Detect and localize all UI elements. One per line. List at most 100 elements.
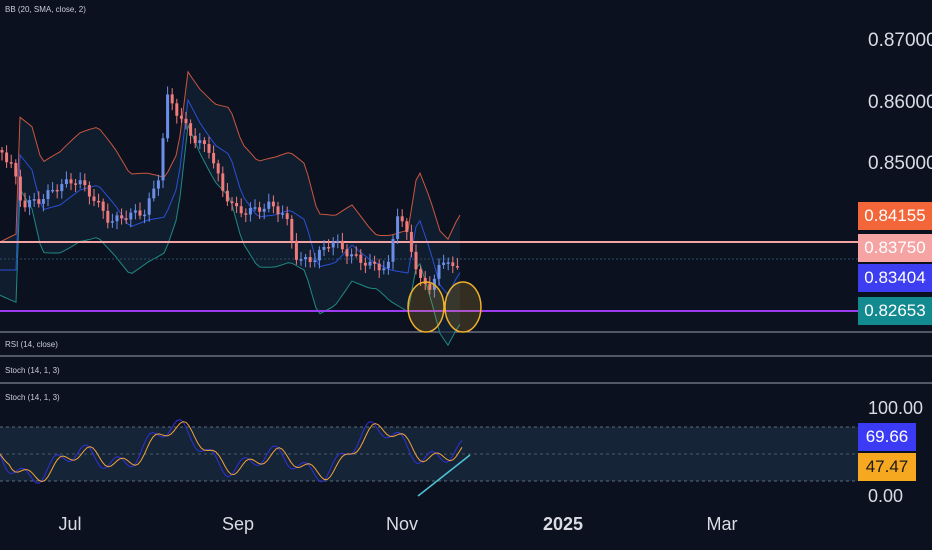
candle-body	[129, 212, 133, 220]
candle-body	[143, 214, 147, 217]
candle-body	[0, 150, 4, 153]
candle-body	[285, 213, 289, 220]
candle-body	[373, 261, 377, 264]
candle-body	[340, 240, 344, 250]
candle-body	[221, 173, 225, 191]
stoch-tick-100: 100.00	[868, 398, 924, 418]
candle-body	[37, 199, 41, 204]
stoch-d-value-label: 47.47	[858, 453, 916, 481]
resistance-price-label: 0.83750	[858, 234, 932, 262]
candle-body	[110, 221, 114, 223]
candle-body	[225, 190, 229, 202]
time-label-2025: 2025	[542, 514, 584, 534]
candle-body	[83, 180, 87, 186]
price-tick-0: 0.87000	[868, 30, 932, 51]
candle-body	[396, 216, 400, 239]
candle-body	[216, 163, 220, 174]
candle-body	[423, 277, 427, 284]
candle-body	[78, 180, 82, 185]
stoch-trendline[interactable]	[417, 454, 471, 497]
candle-body	[193, 135, 197, 144]
candle-body	[386, 261, 390, 269]
candle-body	[294, 240, 298, 260]
candle-body	[377, 263, 381, 271]
candles-group	[0, 86, 459, 298]
candle-body	[9, 162, 13, 164]
candle-body	[414, 251, 418, 270]
last-price-label: 0.83404	[858, 264, 932, 292]
price-tick-2: 0.85000	[868, 153, 932, 174]
highlight-circle-right[interactable]	[444, 281, 482, 333]
candle-body	[276, 206, 280, 215]
candle-body	[239, 206, 243, 214]
candle-body	[409, 231, 413, 252]
candle-body	[60, 184, 64, 192]
time-label-mar: Mar	[706, 514, 738, 534]
bb-upper-price-label: 0.84155	[858, 202, 932, 230]
candle-body	[281, 213, 285, 215]
candle-body	[170, 94, 174, 104]
candle-body	[147, 198, 151, 215]
stoch-indicator-label-2[interactable]: Stoch (14, 1, 3)	[5, 393, 60, 402]
price-tick-1: 0.86000	[868, 92, 932, 113]
candle-body	[55, 189, 59, 192]
candle-body	[455, 266, 459, 268]
candle-body	[207, 144, 211, 153]
time-label-sep: Sep	[221, 514, 255, 534]
candle-body	[101, 201, 105, 211]
candle-body	[359, 254, 363, 263]
candle-body	[133, 210, 137, 213]
candle-body	[267, 201, 271, 209]
candle-body	[331, 241, 335, 248]
highlight-circle-left[interactable]	[407, 281, 445, 333]
candle-body	[405, 221, 409, 232]
bb-lower-line	[0, 123, 461, 347]
support-price-label: 0.82653	[858, 297, 932, 325]
candle-body	[138, 210, 142, 216]
candle-body	[350, 254, 354, 257]
candle-body	[202, 140, 206, 145]
candle-body	[253, 207, 257, 209]
candle-body	[179, 115, 183, 119]
candle-body	[235, 203, 239, 207]
stoch-k-line	[0, 419, 463, 484]
stoch-k-value-label: 69.66	[858, 423, 916, 451]
candle-body	[451, 262, 455, 267]
candle-body	[14, 162, 18, 177]
candle-body	[354, 254, 358, 256]
candle-body	[345, 249, 349, 257]
candle-body	[156, 180, 160, 189]
candle-body	[120, 215, 124, 219]
rsi-indicator-label[interactable]: RSI (14, close)	[5, 340, 58, 349]
candle-body	[97, 200, 101, 203]
candle-body	[69, 179, 73, 184]
candle-body	[64, 179, 68, 185]
bb-indicator-label[interactable]: BB (20, SMA, close, 2)	[5, 5, 86, 14]
candle-body	[5, 152, 9, 163]
candle-body	[363, 262, 367, 266]
candle-body	[184, 118, 188, 124]
candle-body	[115, 215, 119, 222]
stoch-tick-0: 0.00	[868, 486, 904, 506]
candle-body	[317, 249, 321, 261]
candle-body	[391, 238, 395, 262]
candle-body	[41, 199, 45, 204]
candle-body	[230, 201, 234, 204]
candle-body	[258, 207, 262, 212]
candle-body	[442, 262, 446, 265]
candle-body	[28, 200, 32, 208]
candle-body	[313, 260, 317, 263]
candle-body	[446, 262, 450, 264]
bb-band-fill	[0, 71, 460, 346]
candle-body	[248, 207, 252, 215]
candle-body	[166, 94, 170, 139]
candle-body	[368, 261, 372, 266]
candle-body	[419, 269, 423, 278]
candle-body	[124, 218, 128, 220]
stoch-indicator-label-1[interactable]: Stoch (14, 1, 3)	[5, 366, 60, 375]
candle-body	[46, 190, 50, 200]
time-label-jul: Jul	[58, 514, 82, 534]
candle-body	[271, 201, 275, 207]
candle-body	[87, 185, 91, 197]
